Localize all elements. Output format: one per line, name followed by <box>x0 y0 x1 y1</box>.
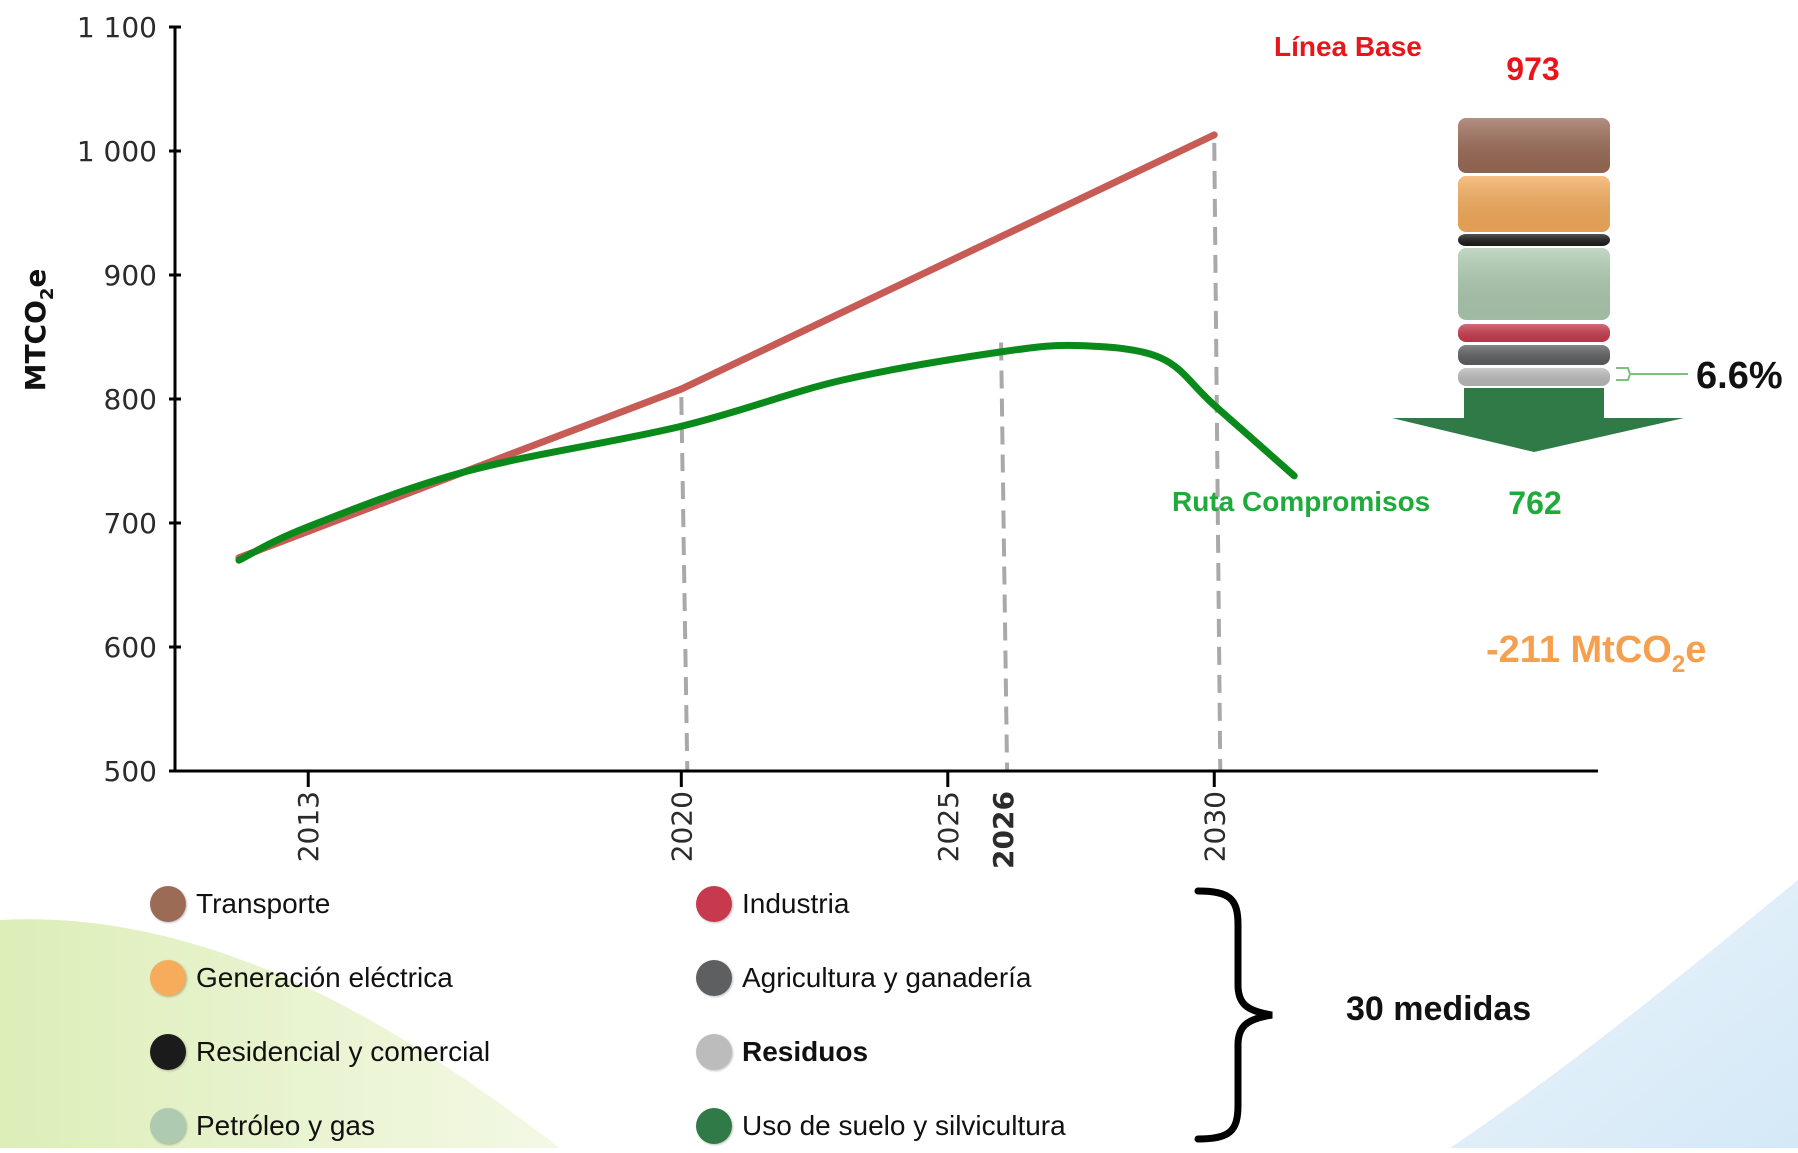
legend-item: Generación eléctrica <box>150 958 453 998</box>
background-swoosh-green <box>0 919 560 1148</box>
x-tick-label-highlight-2026: 2026 <box>987 791 1020 869</box>
x-tick-label-2030: 2030 <box>1198 791 1231 862</box>
guide-lines <box>679 142 1223 772</box>
x-tick-label-2020: 2020 <box>665 791 698 862</box>
guide-line-2020 <box>679 397 690 772</box>
x-tick-label-2013: 2013 <box>292 791 325 862</box>
legend-label: Transporte <box>196 888 331 919</box>
legend-label: Uso de suelo y silvicultura <box>742 1110 1066 1141</box>
legend-swatch-icon <box>150 1108 186 1144</box>
annotation-labels: Línea Base 973 Ruta Compromisos 762 6.6% -211… <box>1172 31 1783 678</box>
series-layer <box>235 131 1298 564</box>
legend-label: Petróleo y gas <box>196 1110 375 1141</box>
reduction-label: -211 MtCO2e <box>1486 629 1706 678</box>
legend-swatch-icon <box>696 886 732 922</box>
legend-swatch-icon <box>696 1034 732 1070</box>
axes: 500 600 700 800 900 1 000 1 100 2013 2020 2025 203… <box>19 11 1598 869</box>
y-tick-label-1000: 1 000 <box>77 135 157 168</box>
legend-item: Agricultura y ganadería <box>696 958 1032 998</box>
legend-swatch-icon <box>150 886 186 922</box>
legend-label: Residuos <box>742 1036 869 1067</box>
y-tick-label-600: 600 <box>104 631 157 664</box>
legend-swatch-icon <box>150 1034 186 1070</box>
guide-line-2026 <box>999 342 1010 772</box>
stack-segment-gloss-1 <box>1458 118 1610 173</box>
background-swoosh-blue <box>1450 880 1798 1148</box>
stack-segment-gloss-6 <box>1458 345 1610 365</box>
guide-line-2030 <box>1212 142 1223 772</box>
legend-item: Petróleo y gas <box>150 1106 375 1146</box>
stack-arrow-land-use <box>1392 388 1684 452</box>
legend-item: Residuos <box>696 1032 868 1072</box>
stack-bottom-value: 762 <box>1508 485 1561 521</box>
stack-segment-gloss-5 <box>1458 324 1610 342</box>
legend-label: Residencial y comercial <box>196 1036 491 1067</box>
legend-label: Agricultura y ganadería <box>742 962 1032 993</box>
brace-note: 30 medidas <box>1346 990 1532 1028</box>
legend-item: Residencial y comercial <box>150 1032 490 1072</box>
y-tick-label-1100: 1 100 <box>77 11 157 44</box>
y-tick-label-700: 700 <box>104 507 157 540</box>
y-tick-label-900: 900 <box>104 259 157 292</box>
legend-label: Generación eléctrica <box>196 962 453 993</box>
legend-item: Uso de suelo y silvicultura <box>696 1106 1066 1146</box>
series-line-linea-base <box>235 131 1218 562</box>
percent-bracket-icon <box>1616 367 1648 381</box>
percent-label: 6.6% <box>1696 355 1783 397</box>
stack-segment-gloss-2 <box>1458 176 1610 232</box>
stack-segment-gloss-4 <box>1458 248 1610 320</box>
x-tick-label-2025: 2025 <box>932 791 965 862</box>
legend-swatch-icon <box>150 960 186 996</box>
stack-top-value: 973 <box>1506 51 1559 87</box>
legend-item: Industria <box>696 884 849 924</box>
legend-swatch-icon <box>696 960 732 996</box>
legend-label: Industria <box>742 888 850 919</box>
brace-icon <box>1194 887 1273 1143</box>
legend-swatch-icon <box>696 1108 732 1144</box>
y-tick-label-500: 500 <box>104 755 157 788</box>
sector-stack <box>1392 118 1688 452</box>
series-line-ruta-compromisos <box>235 341 1298 564</box>
legend-item: Transporte <box>150 884 330 924</box>
route-label: Ruta Compromisos <box>1172 486 1430 517</box>
y-axis-label: MTCO2e <box>19 269 58 392</box>
y-tick-label-800: 800 <box>104 383 157 416</box>
stack-segment-gloss-7 <box>1458 368 1610 386</box>
stack-segment-gloss-3 <box>1458 234 1610 246</box>
baseline-label: Línea Base <box>1274 31 1422 62</box>
